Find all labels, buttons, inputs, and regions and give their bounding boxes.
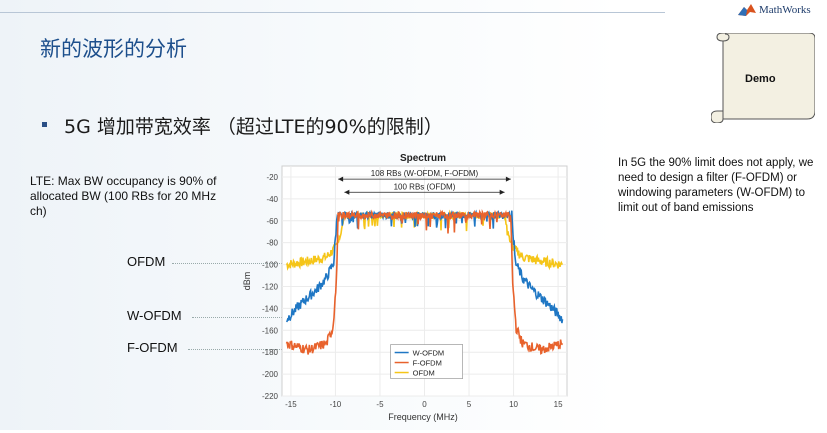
header-rule bbox=[0, 12, 665, 13]
spectrum-chart-svg: -15 -10 -5 0 5 10 15 -20 -40 -60 -80 -100 -120 -140 -1… bbox=[242, 153, 568, 422]
spectrum-chart: -15 -10 -5 0 5 10 15 -20 -40 -60 -80 -100 -120 -140 -1… bbox=[240, 148, 585, 428]
legend-entry: F-OFDM bbox=[413, 359, 442, 368]
demo-label: Demo bbox=[745, 73, 776, 85]
fofdm-side-label: F-OFDM bbox=[127, 340, 178, 355]
5g-note: In 5G the 90% limit does not apply, we n… bbox=[618, 157, 814, 214]
x-tick-label: -5 bbox=[376, 400, 384, 409]
arrow-head-right bbox=[505, 176, 511, 182]
ofdm-leader-line bbox=[172, 263, 282, 264]
series-f-ofdm-line bbox=[285, 209, 564, 355]
y-tick-label: -20 bbox=[266, 173, 278, 182]
demo-scroll-icon[interactable] bbox=[711, 33, 815, 123]
ofdm-side-label: OFDM bbox=[127, 254, 166, 269]
membrane-icon bbox=[738, 4, 756, 16]
bullet-text: 5G 增加带宽效率 （超过LTE的90%的限制） bbox=[64, 116, 443, 138]
x-tick-label: 5 bbox=[467, 400, 472, 409]
y-tick-label: -60 bbox=[266, 217, 278, 226]
arrow-head-right bbox=[499, 189, 505, 195]
x-axis-label: Frequency (MHz) bbox=[388, 412, 458, 422]
y-axis-label: dBm bbox=[242, 272, 252, 291]
arrow-head-left bbox=[344, 189, 350, 195]
y-tick-label: -200 bbox=[262, 370, 279, 379]
x-tick-label: -15 bbox=[285, 400, 297, 409]
y-tick-label: -120 bbox=[262, 282, 279, 291]
y-tick-label: -100 bbox=[262, 261, 279, 270]
x-tick-label: 0 bbox=[422, 400, 427, 409]
wofdm-leader-line bbox=[192, 317, 282, 318]
wofdm-side-label: W-OFDM bbox=[127, 308, 182, 323]
y-tick-label: -220 bbox=[262, 392, 279, 401]
arrow-head-left bbox=[338, 176, 344, 182]
legend-entry: OFDM bbox=[413, 369, 435, 378]
x-tick-label: -10 bbox=[330, 400, 342, 409]
y-tick-label: -180 bbox=[262, 348, 279, 357]
legend-box bbox=[390, 344, 463, 379]
y-tick-label: -140 bbox=[262, 304, 279, 313]
y-tick-label: -40 bbox=[266, 195, 278, 204]
annotation-label: 108 RBs (W-OFDM, F-OFDM) bbox=[371, 169, 479, 178]
slide-title: 新的波形的分析 bbox=[40, 37, 187, 61]
chart-title: Spectrum bbox=[400, 153, 446, 164]
legend-entry: W-OFDM bbox=[413, 349, 445, 358]
x-tick-label: 15 bbox=[554, 400, 563, 409]
fofdm-leader-line bbox=[188, 349, 282, 350]
x-tick-label: 10 bbox=[509, 400, 518, 409]
y-tick-label: -80 bbox=[266, 239, 278, 248]
logo-text: MathWorks bbox=[759, 4, 811, 16]
bullet-marker bbox=[42, 122, 47, 127]
mathworks-logo: MathWorks bbox=[738, 3, 811, 17]
lte-note: LTE: Max BW occupancy is 90% of allocate… bbox=[30, 174, 217, 218]
y-tick-label: -160 bbox=[262, 326, 279, 335]
annotation-label: 100 RBs (OFDM) bbox=[394, 182, 456, 191]
